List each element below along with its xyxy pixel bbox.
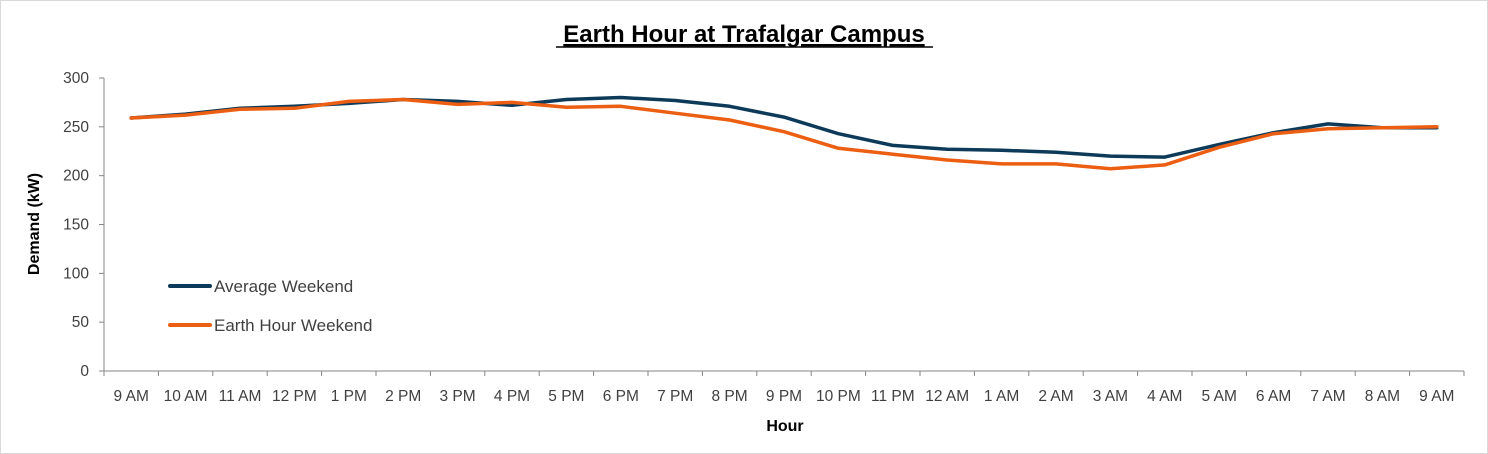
x-tick-label: 9 AM [1419, 388, 1454, 405]
x-tick-label: 4 PM [494, 388, 530, 405]
x-tick-label: 3 AM [1093, 388, 1128, 405]
x-tick-label: 10 PM [816, 388, 861, 405]
y-tick-labels: 0 50 100 150 200 250 300 [63, 70, 89, 380]
x-tick-label: 1 AM [984, 388, 1019, 405]
y-axis-title: Demand (kW) [26, 173, 43, 275]
x-tick-label: 12 PM [272, 388, 317, 405]
x-tick-label: 2 AM [1038, 388, 1073, 405]
series-lines [129, 95, 1439, 171]
x-tick-label: 7 AM [1310, 388, 1345, 405]
y-tick-label: 0 [80, 363, 89, 380]
x-tick-label: 12 AM [925, 388, 969, 405]
legend: Average Weekend Earth Hour Weekend [168, 277, 372, 335]
x-tick-labels: 9 AM 10 AM 11 AM 12 PM 1 PM 2 PM 3 PM 4 PM 5 PM 6… [114, 388, 1455, 405]
y-tick-label: 250 [63, 119, 89, 136]
y-tick-label: 200 [63, 168, 89, 185]
x-tick-label: 6 AM [1256, 388, 1291, 405]
x-tick-label: 6 PM [603, 388, 639, 405]
chart-title: Earth Hour at Trafalgar Campus [563, 21, 924, 48]
x-tick-label: 7 PM [657, 388, 693, 405]
x-tick-label: 5 AM [1202, 388, 1237, 405]
y-tick-label: 150 [63, 217, 89, 234]
y-tick-label: 50 [72, 314, 90, 331]
y-tick-label: 300 [63, 70, 89, 87]
x-tick-label: 8 AM [1365, 388, 1400, 405]
axes [99, 77, 1465, 376]
x-tick-label: 5 PM [548, 388, 584, 405]
x-tick-label: 1 PM [331, 388, 367, 405]
series-line-earth-hour-weekend [129, 97, 1439, 171]
x-tick-label: 2 PM [385, 388, 421, 405]
x-tick-label: 8 PM [712, 388, 748, 405]
y-tick-label: 100 [63, 265, 89, 282]
x-tick-label: 4 AM [1147, 388, 1182, 405]
x-tick-label: 9 PM [766, 388, 802, 405]
x-tick-label: 10 AM [164, 388, 208, 405]
x-tick-label: 3 PM [440, 388, 476, 405]
x-axis-title: Hour [766, 418, 803, 435]
legend-label-average: Average Weekend [214, 277, 353, 296]
legend-label-earth-hour: Earth Hour Weekend [214, 316, 372, 335]
x-tick-label: 11 AM [219, 388, 262, 405]
x-tick-label: 9 AM [114, 388, 149, 405]
x-tick-label: 11 PM [871, 388, 915, 405]
series-line-average-weekend [129, 95, 1439, 159]
